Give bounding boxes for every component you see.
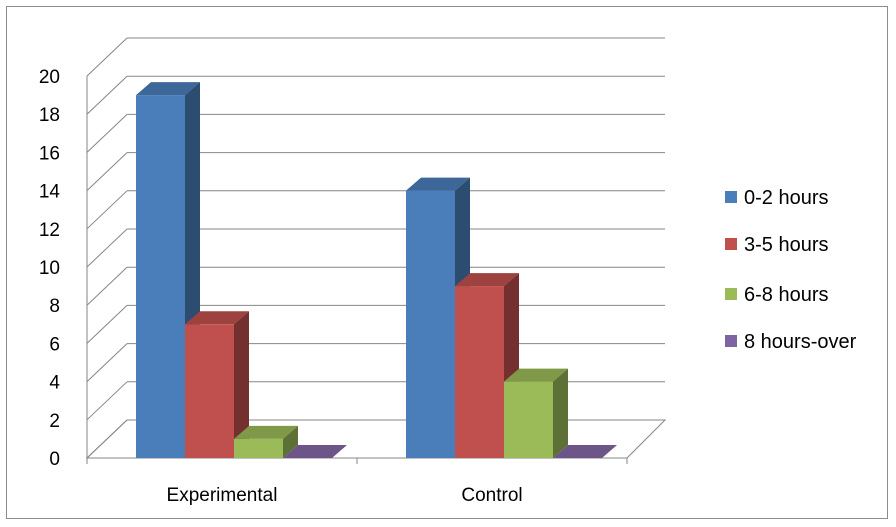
gridline-diagonal	[86, 114, 128, 153]
bar-top	[283, 445, 347, 458]
bar-6-8-hours-experimental	[234, 425, 298, 458]
gridline-diagonal	[86, 190, 128, 230]
bar-8-hours-over-experimental	[283, 445, 347, 458]
bar-front	[234, 438, 283, 458]
bar-6-8-hours-control	[504, 368, 568, 458]
y-tick-label: 8	[49, 296, 60, 317]
bar-side	[283, 425, 298, 458]
bar-side	[553, 368, 568, 458]
bar-top	[406, 177, 470, 191]
x-category-label: Experimental	[167, 485, 278, 506]
gridline-diagonal	[86, 343, 128, 382]
legend-swatch	[725, 335, 737, 347]
y-tick-label: 6	[49, 334, 60, 355]
bar-top	[455, 273, 519, 287]
legend-label: 8 hours-over	[744, 331, 857, 353]
gridline-diagonal	[86, 305, 128, 344]
gridline-diagonal	[86, 37, 128, 77]
y-tick-label: 12	[39, 220, 60, 241]
gridline-diagonal	[86, 266, 128, 306]
legend: 0-2 hours 3-5 hours 6-8 hours 8 hours-over	[725, 187, 857, 353]
gridline-diagonal	[86, 152, 128, 191]
gridline-diagonal	[86, 75, 128, 115]
y-tick-label: 14	[39, 182, 61, 203]
bar-front	[136, 95, 185, 458]
bar-top	[185, 311, 249, 325]
bar-top	[504, 368, 568, 382]
bar-front	[504, 381, 553, 458]
bar-front	[185, 324, 234, 458]
y-tick-label: 18	[39, 105, 60, 126]
bar-8-hours-over-control	[553, 445, 617, 458]
x-category-label: Control	[461, 485, 522, 506]
legend-label: 0-2 hours	[744, 187, 829, 209]
y-tick-label: 16	[39, 143, 60, 164]
y-tick-label: 20	[39, 67, 60, 88]
bar-side	[234, 311, 249, 458]
bar-top	[553, 445, 617, 458]
bar-front	[406, 190, 455, 458]
y-tick-label: 2	[49, 411, 60, 432]
legend-swatch	[725, 288, 737, 300]
bar-3-5-hours-experimental	[185, 311, 249, 458]
y-tick-label: 4	[49, 373, 60, 394]
gridline-diagonal	[86, 228, 128, 268]
bar-front	[455, 286, 504, 458]
gridline-diagonal	[86, 381, 128, 421]
legend-label: 3-5 hours	[744, 234, 829, 256]
y-tick-label: 10	[39, 258, 60, 279]
bar-top	[234, 425, 298, 439]
legend-swatch	[725, 238, 737, 250]
y-tick-label: 0	[49, 449, 60, 470]
legend-label: 6-8 hours	[744, 284, 829, 306]
legend-swatch	[725, 191, 737, 203]
bar-top	[136, 82, 200, 96]
